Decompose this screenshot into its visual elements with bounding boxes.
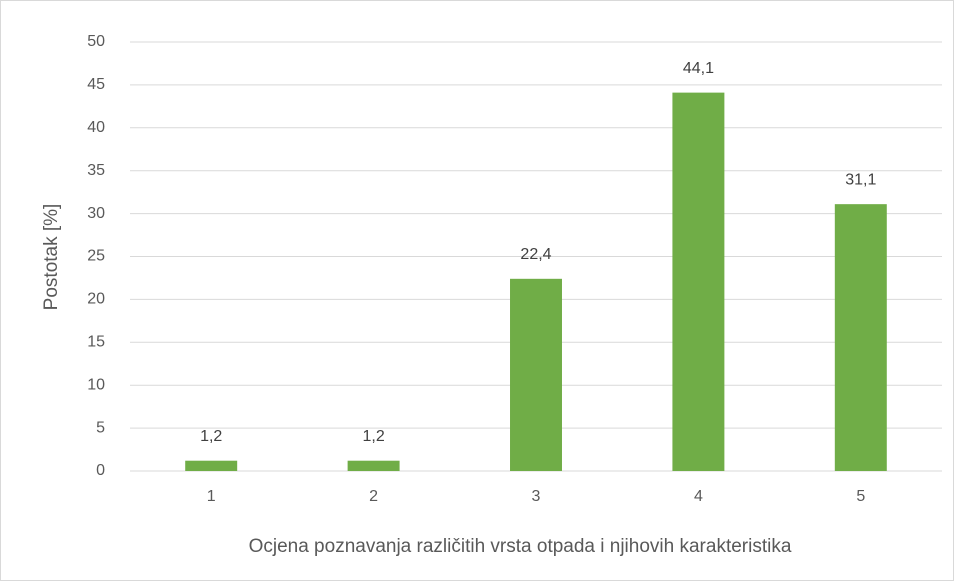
y-tick-label: 0: [96, 462, 105, 479]
data-label: 31,1: [845, 171, 876, 188]
x-tick-label: 2: [369, 488, 378, 505]
y-tick-label: 50: [87, 33, 105, 50]
y-tick-label: 35: [87, 162, 105, 179]
y-tick-label: 20: [87, 291, 105, 308]
y-axis-label: Postotak [%]: [41, 204, 62, 311]
y-tick-label: 10: [87, 376, 105, 393]
bar: [347, 460, 400, 471]
bar: [510, 278, 562, 471]
data-label: 22,4: [520, 246, 551, 263]
x-tick-label: 5: [856, 488, 865, 505]
y-tick-label: 30: [87, 205, 105, 222]
data-label: 1,2: [200, 428, 222, 445]
bar: [185, 460, 238, 471]
y-tick-label: 5: [96, 419, 105, 436]
x-axis-label: Ocjena poznavanja različitih vrsta otpad…: [249, 536, 792, 557]
x-tick-label: 3: [532, 488, 541, 505]
y-tick-label: 15: [87, 334, 105, 351]
bar: [834, 204, 887, 472]
y-tick-label: 40: [87, 119, 105, 136]
data-label: 44,1: [683, 60, 714, 77]
x-tick-label: 1: [207, 488, 216, 505]
bar: [672, 92, 725, 471]
y-tick-label: 45: [87, 76, 105, 93]
y-tick-label: 25: [87, 248, 105, 265]
x-tick-label: 4: [694, 488, 703, 505]
data-label: 1,2: [362, 428, 384, 445]
